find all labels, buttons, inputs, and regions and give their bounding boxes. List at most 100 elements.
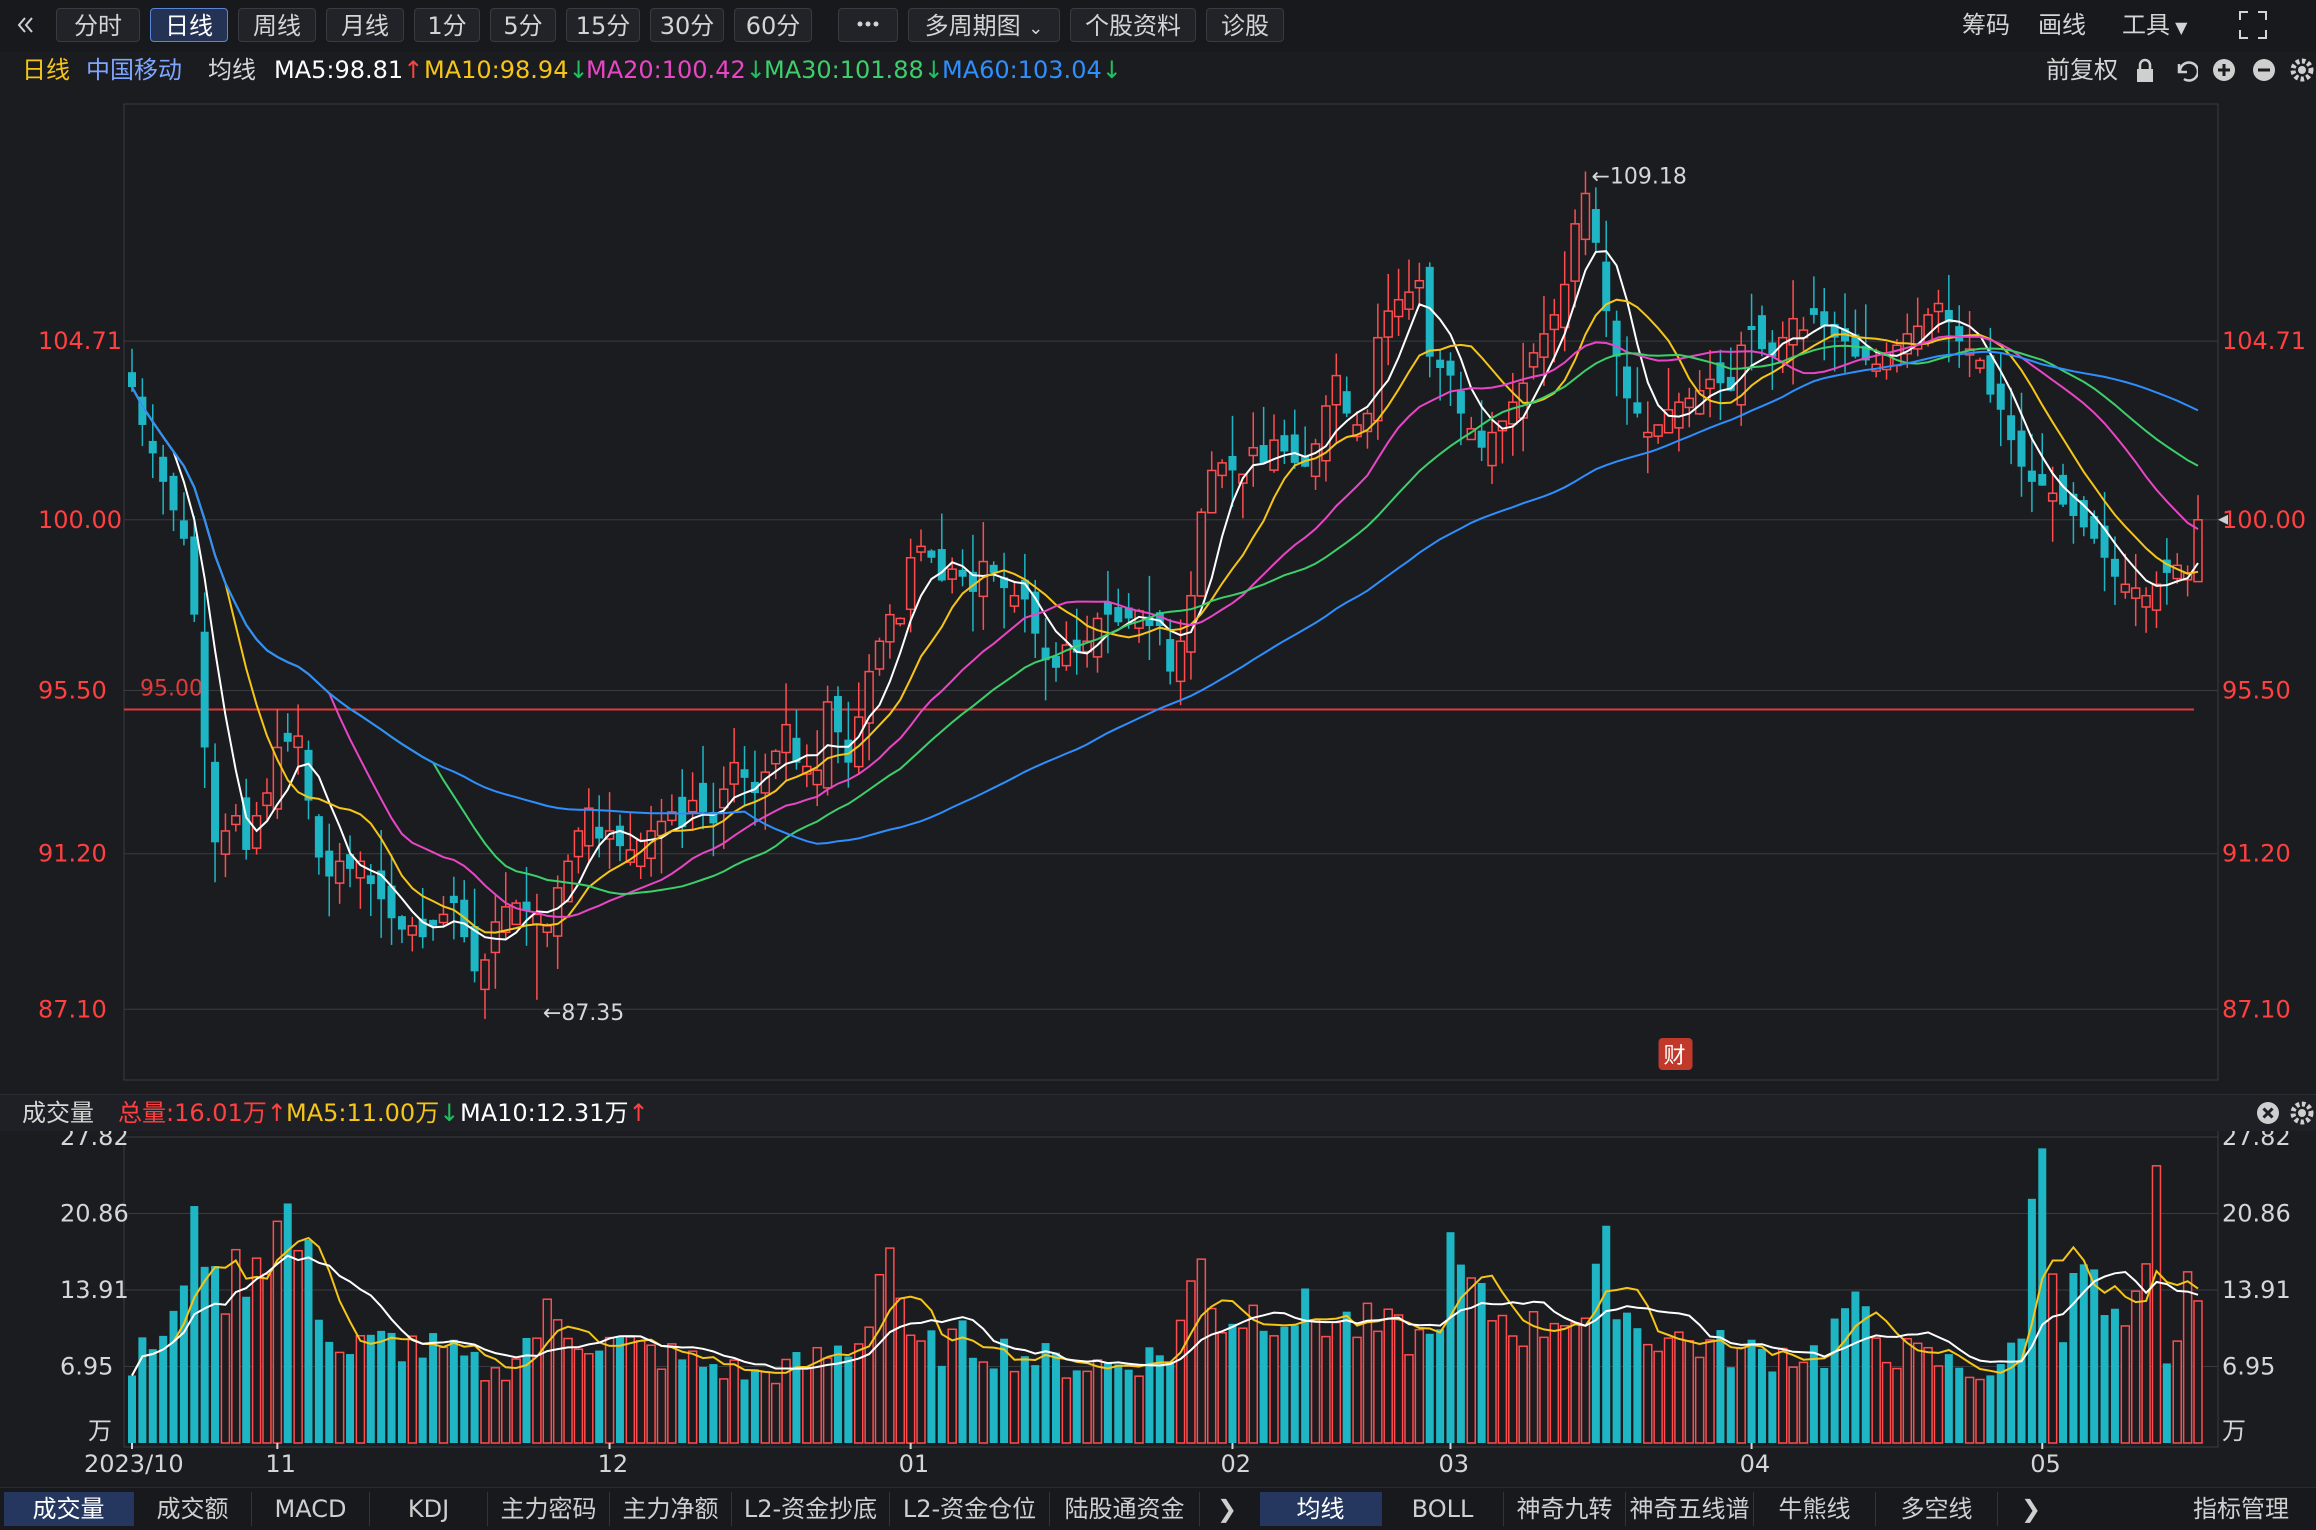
candle[interactable] (895, 617, 906, 627)
volume-bar[interactable] (490, 1367, 501, 1444)
overlay-tab-2[interactable]: 神奇九转 (1504, 1492, 1626, 1526)
volume-bar[interactable] (781, 1358, 791, 1444)
volume-bar[interactable] (563, 1337, 573, 1444)
candle[interactable] (1321, 395, 1331, 482)
volume-bar[interactable] (1570, 1322, 1580, 1444)
candle[interactable] (885, 604, 895, 659)
volume-bar[interactable] (802, 1366, 812, 1444)
candle[interactable] (1342, 376, 1351, 417)
indicator-tab-3[interactable]: KDJ (370, 1492, 488, 1526)
candle[interactable] (377, 830, 386, 938)
volume-bar[interactable] (1851, 1291, 1860, 1443)
candle[interactable] (687, 772, 698, 831)
volume-bar[interactable] (1145, 1347, 1154, 1443)
volume-bar[interactable] (1591, 1263, 1600, 1443)
stock-info-button[interactable]: 个股资料 (1070, 8, 1196, 42)
stock-name[interactable]: 中国移动 (86, 56, 182, 84)
candle[interactable] (1508, 372, 1518, 456)
volume-bar[interactable] (346, 1354, 355, 1443)
volume-bar[interactable] (1580, 1317, 1591, 1444)
volume-bar[interactable] (1051, 1352, 1060, 1443)
indicator-tab-7[interactable]: L2-资金仓位 (890, 1492, 1050, 1526)
tools-menu[interactable]: 工具 ▼ (2122, 8, 2187, 42)
candle[interactable] (293, 704, 303, 775)
candle[interactable] (1248, 412, 1258, 487)
volume-bar[interactable] (190, 1206, 199, 1443)
zoom-out-icon[interactable] (2250, 52, 2278, 98)
volume-bar[interactable] (1425, 1333, 1434, 1443)
volume-bar[interactable] (449, 1339, 458, 1443)
volume-bar[interactable] (905, 1334, 916, 1444)
candle[interactable] (1798, 316, 1809, 351)
candle[interactable] (1383, 273, 1393, 366)
indicator-tab-4[interactable]: 主力密码 (488, 1492, 610, 1526)
candle[interactable] (604, 792, 615, 869)
candle[interactable] (179, 492, 188, 546)
volume-bar[interactable] (1456, 1264, 1465, 1443)
candle[interactable] (1549, 298, 1560, 363)
candle[interactable] (1633, 367, 1642, 418)
volume-bar[interactable] (1902, 1338, 1913, 1444)
candle[interactable] (1310, 438, 1321, 490)
volume-bar[interactable] (937, 1365, 946, 1443)
volume-settings-icon[interactable] (2288, 1095, 2316, 1141)
volume-bar[interactable] (1716, 1330, 1725, 1443)
volume-bar[interactable] (1072, 1370, 1081, 1443)
volume-bar[interactable] (1041, 1343, 1050, 1443)
volume-bar[interactable] (1933, 1365, 1944, 1444)
candle[interactable] (646, 805, 656, 877)
volume-bar[interactable] (2162, 1363, 2171, 1443)
fullscreen-icon[interactable] (2236, 8, 2270, 42)
volume-bar[interactable] (1881, 1361, 1892, 1444)
volume-bar[interactable] (927, 1330, 936, 1443)
volume-bar[interactable] (1342, 1311, 1351, 1443)
volume-bar[interactable] (1809, 1345, 1818, 1443)
volume-bar[interactable] (1031, 1365, 1040, 1443)
volume-bar[interactable] (1020, 1356, 1029, 1443)
volume-bar[interactable] (1820, 1367, 1829, 1443)
candle[interactable] (1456, 371, 1465, 446)
candle[interactable] (2130, 554, 2141, 627)
candle[interactable] (667, 794, 677, 826)
candle[interactable] (159, 444, 168, 515)
volume-bar[interactable] (138, 1337, 147, 1443)
volume-bar[interactable] (522, 1337, 531, 1443)
candle[interactable] (490, 894, 501, 989)
volume-bar[interactable] (895, 1297, 906, 1444)
candle[interactable] (2027, 434, 2036, 513)
candle[interactable] (2100, 491, 2109, 592)
volume-bar[interactable] (1228, 1323, 1237, 1443)
candle[interactable] (1768, 330, 1777, 390)
candle[interactable] (387, 854, 396, 945)
volume-bar[interactable] (1747, 1339, 1756, 1443)
volume-bar[interactable] (1674, 1331, 1684, 1444)
candle[interactable] (2182, 565, 2193, 597)
volume-bar[interactable] (978, 1361, 989, 1444)
volume-bar[interactable] (1497, 1314, 1508, 1444)
candle[interactable] (2007, 387, 2016, 465)
volume-bar[interactable] (1518, 1345, 1528, 1444)
candle[interactable] (1663, 368, 1674, 434)
candle[interactable] (2079, 496, 2088, 537)
volume-bar[interactable] (1206, 1307, 1217, 1444)
volume-bar[interactable] (1477, 1282, 1486, 1443)
volume-bar[interactable] (2100, 1315, 2109, 1443)
candle[interactable] (2038, 433, 2047, 486)
volume-bar[interactable] (989, 1368, 998, 1443)
candle[interactable] (1684, 387, 1695, 428)
volume-bar[interactable] (1166, 1363, 1175, 1443)
double-chevron-left-icon[interactable] (14, 8, 36, 42)
indicator-tab-1[interactable]: 成交额 (134, 1492, 252, 1526)
candle[interactable] (709, 782, 718, 857)
candle[interactable] (1747, 293, 1756, 371)
candle[interactable] (522, 866, 531, 946)
volume-bar[interactable] (407, 1335, 418, 1444)
volume-bar[interactable] (480, 1380, 490, 1444)
volume-bar[interactable] (699, 1366, 708, 1443)
candle[interactable] (1653, 424, 1663, 444)
volume-bar[interactable] (1134, 1375, 1144, 1444)
candle[interactable] (397, 915, 406, 944)
indicator-tab-2[interactable]: MACD (252, 1492, 370, 1526)
volume-bar[interactable] (1404, 1354, 1414, 1444)
